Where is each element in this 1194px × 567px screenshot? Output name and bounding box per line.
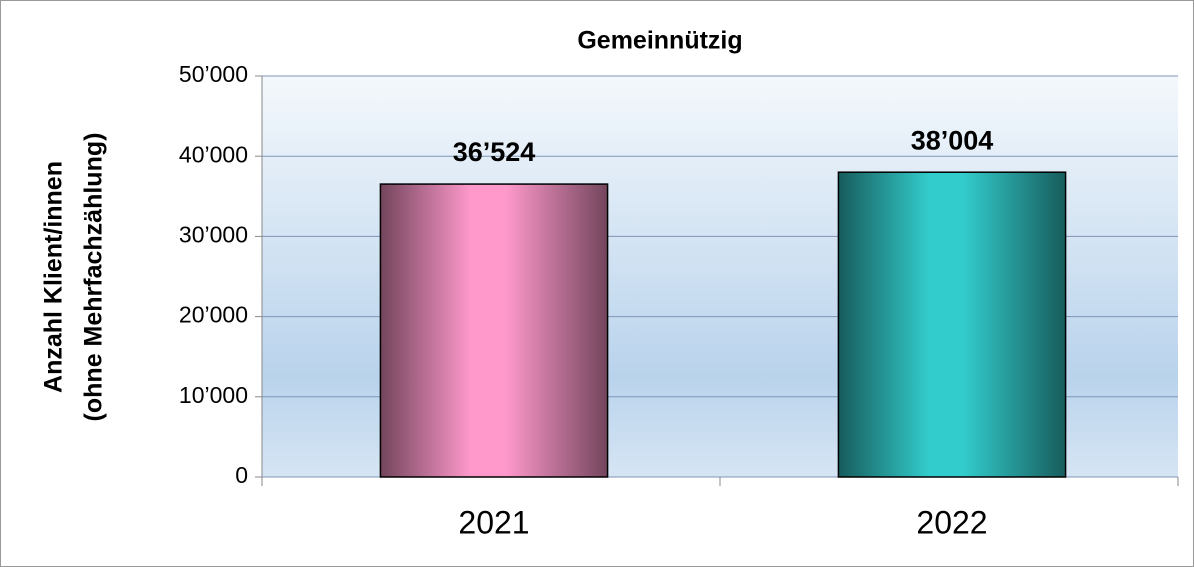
y-tick-label: 10’000 [179, 382, 248, 408]
y-tick-label: 20’000 [179, 302, 248, 328]
y-axis-label: Anzahl Klient/innen [40, 161, 68, 393]
bar [837, 171, 1067, 478]
y-tick-label: 40’000 [179, 141, 248, 167]
y-tick-label: 30’000 [179, 221, 248, 247]
chart-title: Gemeinnützig [577, 27, 742, 55]
bar [379, 183, 609, 478]
value-label: 38’004 [911, 125, 994, 155]
x-tick-label: 2021 [458, 504, 529, 540]
x-tick-label: 2022 [916, 504, 987, 540]
y-tick-label: 50’000 [179, 61, 248, 87]
value-label: 36’524 [453, 137, 536, 167]
y-axis-label: (ohne Mehrfachzählung) [80, 133, 108, 422]
y-tick-label: 0 [235, 462, 248, 488]
